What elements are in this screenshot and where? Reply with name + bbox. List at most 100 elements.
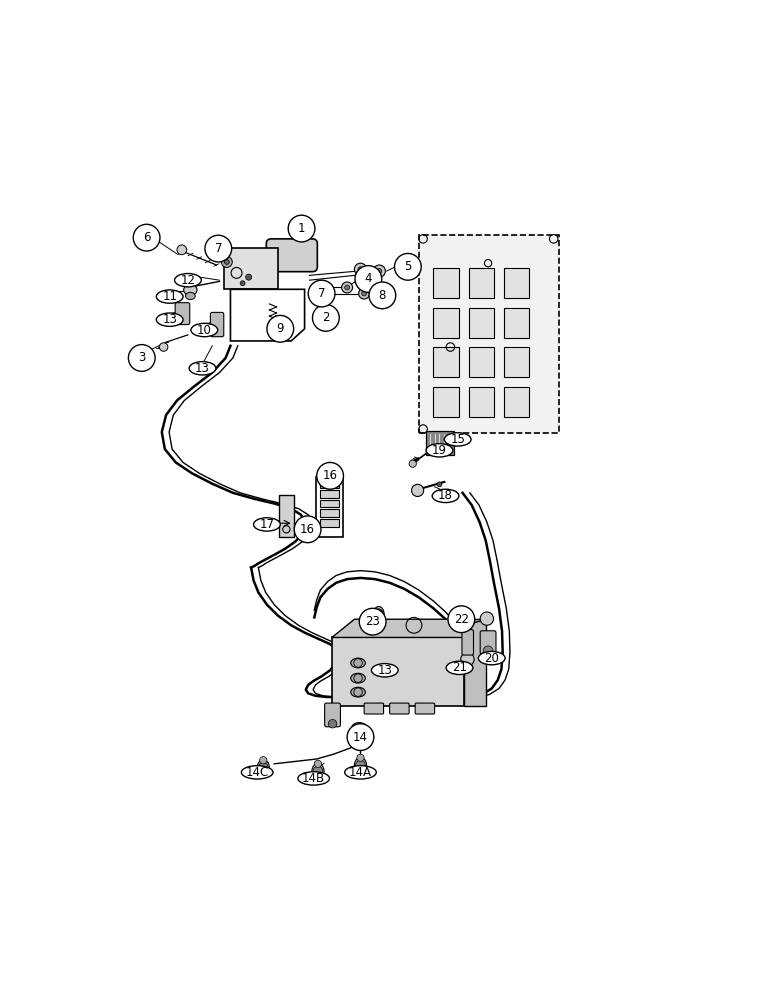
FancyBboxPatch shape <box>434 268 459 298</box>
Ellipse shape <box>312 764 324 779</box>
Text: 19: 19 <box>432 444 447 457</box>
Ellipse shape <box>156 290 183 303</box>
Ellipse shape <box>348 732 356 743</box>
Text: 13: 13 <box>377 664 392 677</box>
Polygon shape <box>464 619 485 706</box>
Text: 6: 6 <box>143 231 151 244</box>
Text: 7: 7 <box>215 242 222 255</box>
Ellipse shape <box>257 760 270 775</box>
Text: 7: 7 <box>318 287 325 300</box>
Ellipse shape <box>350 673 365 683</box>
Circle shape <box>289 215 315 242</box>
Circle shape <box>347 724 374 750</box>
FancyBboxPatch shape <box>332 637 464 706</box>
FancyBboxPatch shape <box>224 248 278 289</box>
Text: 5: 5 <box>405 260 412 273</box>
Circle shape <box>373 265 386 277</box>
Ellipse shape <box>356 732 363 743</box>
Text: 21: 21 <box>452 661 467 674</box>
Ellipse shape <box>156 313 183 326</box>
Ellipse shape <box>191 323 218 337</box>
FancyBboxPatch shape <box>320 509 339 517</box>
Circle shape <box>358 288 369 299</box>
FancyBboxPatch shape <box>504 347 529 377</box>
Circle shape <box>240 281 245 286</box>
Text: 13: 13 <box>162 313 177 326</box>
Ellipse shape <box>241 766 273 779</box>
Text: 14A: 14A <box>349 766 372 779</box>
FancyBboxPatch shape <box>325 703 340 727</box>
Text: 10: 10 <box>197 324 212 337</box>
Circle shape <box>437 482 442 487</box>
Circle shape <box>159 343 168 351</box>
Text: 14B: 14B <box>302 772 325 785</box>
Ellipse shape <box>253 518 281 531</box>
Circle shape <box>342 282 353 293</box>
Text: 12: 12 <box>180 274 195 287</box>
Circle shape <box>314 760 321 767</box>
Text: 4: 4 <box>365 272 372 285</box>
Circle shape <box>345 285 350 290</box>
Circle shape <box>448 606 475 633</box>
FancyBboxPatch shape <box>434 387 459 417</box>
Polygon shape <box>332 619 464 637</box>
FancyBboxPatch shape <box>504 387 529 417</box>
Circle shape <box>364 739 370 745</box>
Circle shape <box>205 235 232 262</box>
Circle shape <box>267 315 294 342</box>
Text: 8: 8 <box>379 289 386 302</box>
Text: 14C: 14C <box>245 766 269 779</box>
Circle shape <box>245 274 252 280</box>
FancyBboxPatch shape <box>469 268 494 298</box>
Text: 1: 1 <box>298 222 305 235</box>
FancyBboxPatch shape <box>416 703 434 714</box>
FancyBboxPatch shape <box>210 312 223 337</box>
FancyBboxPatch shape <box>320 480 339 488</box>
Circle shape <box>394 253 421 280</box>
Ellipse shape <box>478 651 505 665</box>
Text: 18: 18 <box>438 489 453 502</box>
Circle shape <box>361 291 367 296</box>
Ellipse shape <box>186 292 195 300</box>
Text: 22: 22 <box>454 613 469 626</box>
Text: 16: 16 <box>300 523 315 536</box>
Text: 2: 2 <box>322 311 329 324</box>
FancyBboxPatch shape <box>504 268 529 298</box>
Ellipse shape <box>345 766 376 779</box>
Ellipse shape <box>298 772 329 785</box>
Circle shape <box>377 269 382 274</box>
Ellipse shape <box>367 620 383 633</box>
Text: 9: 9 <box>277 322 284 335</box>
Circle shape <box>260 757 267 764</box>
Circle shape <box>129 345 155 371</box>
Circle shape <box>308 280 335 307</box>
Text: 14: 14 <box>353 731 368 744</box>
Polygon shape <box>419 235 558 433</box>
FancyBboxPatch shape <box>434 308 459 338</box>
Text: 11: 11 <box>162 290 177 303</box>
Circle shape <box>356 739 362 745</box>
Text: 3: 3 <box>138 351 146 364</box>
Ellipse shape <box>183 284 197 295</box>
Text: 20: 20 <box>485 652 499 665</box>
Ellipse shape <box>426 444 453 457</box>
FancyBboxPatch shape <box>462 630 474 655</box>
FancyBboxPatch shape <box>469 387 494 417</box>
Ellipse shape <box>351 723 367 735</box>
Circle shape <box>177 245 187 255</box>
FancyBboxPatch shape <box>320 490 339 498</box>
Text: 16: 16 <box>322 469 338 482</box>
Circle shape <box>349 739 355 745</box>
Ellipse shape <box>446 661 473 675</box>
FancyBboxPatch shape <box>279 495 294 537</box>
Circle shape <box>483 646 493 656</box>
FancyBboxPatch shape <box>267 239 318 272</box>
Ellipse shape <box>350 687 365 697</box>
Ellipse shape <box>372 664 398 677</box>
Text: 15: 15 <box>450 433 465 446</box>
Circle shape <box>359 608 386 635</box>
FancyBboxPatch shape <box>480 631 496 654</box>
FancyBboxPatch shape <box>434 347 459 377</box>
Circle shape <box>480 612 494 625</box>
FancyBboxPatch shape <box>364 703 383 714</box>
